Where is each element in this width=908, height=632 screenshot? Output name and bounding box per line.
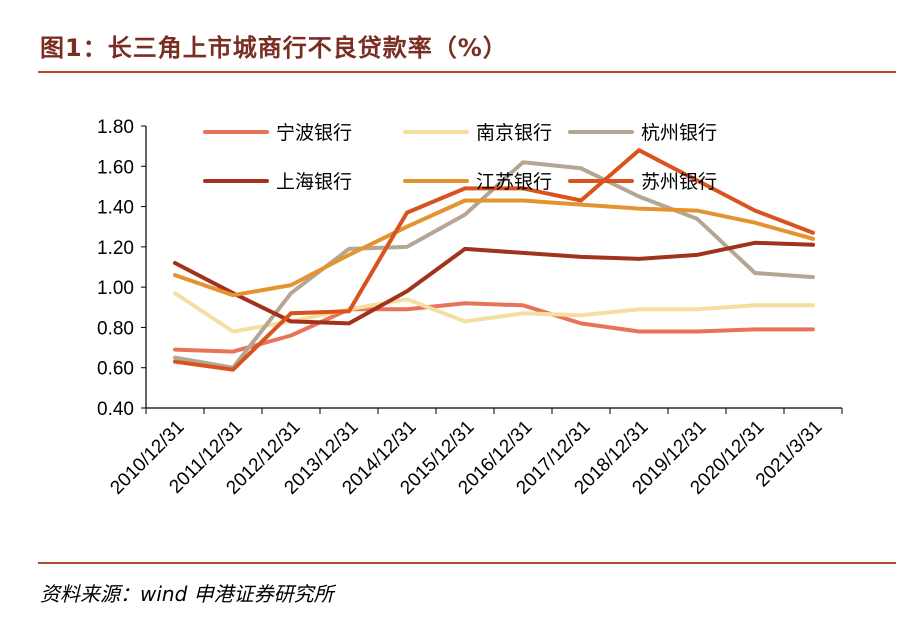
y-tick-label: 1.20 [97,238,134,259]
line-chart: 0.400.600.801.001.201.401.601.802010/12/… [97,117,843,499]
chart-series [173,148,815,372]
y-tick-label: 0.60 [97,359,134,380]
legend-label: 杭州银行 [641,122,717,144]
y-tick-label: 1.60 [97,157,134,178]
y-tick-label: 1.00 [97,278,134,299]
y-tick-label: 1.40 [97,198,134,219]
series-line-1 [173,301,815,354]
series-line-6 [173,148,815,372]
chart-title: 图1：长三角上市城商行不良贷款率（%） [40,34,508,62]
y-tick-label: 0.40 [97,399,134,420]
title-divider [38,71,896,73]
legend-label: 江苏银行 [476,171,552,193]
y-tick-label: 0.80 [97,318,134,339]
source-note: 资料来源：wind 申港证券研究所 [40,582,334,606]
series-line-5 [173,198,815,298]
y-tick-label: 1.80 [97,117,134,138]
footer-divider [38,562,896,564]
legend-label: 苏州银行 [641,171,717,193]
legend-label: 宁波银行 [276,122,352,144]
series-line-4 [173,240,815,326]
legend-label: 南京银行 [476,122,552,144]
legend-label: 上海银行 [276,171,352,193]
